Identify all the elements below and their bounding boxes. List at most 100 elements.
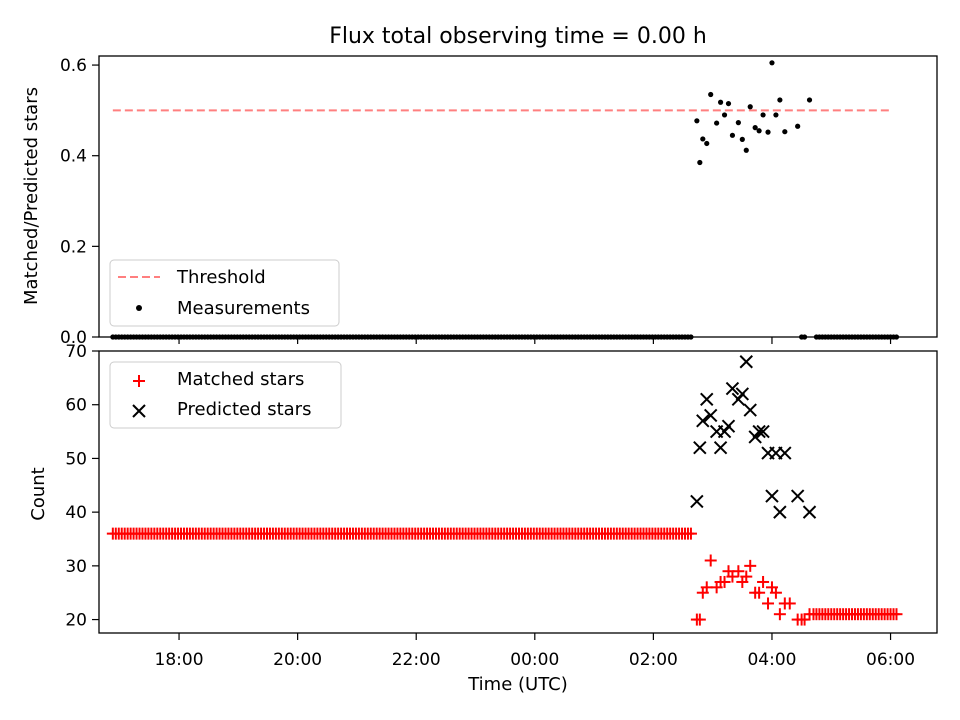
top-y-tick-label: 0.0 bbox=[60, 328, 87, 348]
predicted-star-marker bbox=[773, 505, 787, 519]
x-stroke-b bbox=[739, 355, 753, 369]
measurement-point bbox=[769, 60, 775, 66]
measurement-point bbox=[721, 112, 728, 118]
measurement-point bbox=[795, 123, 801, 129]
measurement-point bbox=[743, 147, 749, 153]
top-x-ticks bbox=[178, 337, 892, 344]
legend-predicted-label: Predicted stars bbox=[177, 399, 311, 420]
top-panel: 0.0 0.2 0.4 0.6 Matched/Predicted stars Thr… bbox=[21, 55, 938, 348]
predicted-star-marker bbox=[743, 403, 757, 417]
predicted-star-marker bbox=[700, 392, 714, 407]
x-tick-label: 06:00 bbox=[866, 650, 915, 670]
x-axis-label: Time (UTC) bbox=[467, 674, 568, 695]
x-stroke-b bbox=[690, 494, 704, 509]
x-tick-label: 20:00 bbox=[273, 650, 322, 670]
matched-star-marker bbox=[744, 559, 757, 572]
measurement-point bbox=[735, 120, 741, 126]
x-stroke-b bbox=[752, 424, 766, 439]
x-stroke-b bbox=[756, 424, 770, 439]
x-tick-label: 02:00 bbox=[629, 650, 678, 670]
legend-measurements-swatch bbox=[136, 305, 142, 311]
measurement-point bbox=[760, 112, 766, 118]
bottom-y-tick-label: 50 bbox=[65, 449, 87, 469]
measurement-point bbox=[729, 132, 736, 138]
matched-star-marker bbox=[762, 597, 775, 610]
measurement-point bbox=[708, 91, 714, 98]
top-y-axis-label: Matched/Predicted stars bbox=[21, 87, 42, 305]
predicted-star-marker bbox=[752, 424, 766, 439]
bottom-axes-frame bbox=[98, 350, 938, 634]
predicted-star-marker bbox=[790, 489, 805, 503]
bottom-x-axis: 18:00 20:00 22:00 00:00 02:00 04:00 06:00 bbox=[155, 633, 915, 670]
x-stroke-b bbox=[700, 392, 714, 407]
top-y-tick-label: 0.4 bbox=[60, 147, 87, 167]
measurement-point bbox=[806, 97, 813, 103]
predicted-star-marker bbox=[696, 414, 710, 428]
bottom-y-tick-label: 20 bbox=[65, 611, 87, 631]
measurement-point bbox=[773, 112, 779, 118]
measurement-point bbox=[782, 129, 788, 135]
x-stroke-b bbox=[790, 489, 805, 503]
x-tick-label: 18:00 bbox=[155, 650, 204, 670]
x-stroke-b bbox=[713, 440, 728, 455]
predicted-star-marker bbox=[721, 419, 736, 433]
x-stroke-b bbox=[743, 403, 757, 417]
matched-star-marker bbox=[757, 575, 770, 588]
measurement-point bbox=[704, 140, 710, 147]
matched-star-marker bbox=[890, 608, 903, 621]
measurement-point bbox=[801, 334, 808, 340]
bottom-y-axis-label: Count bbox=[28, 467, 49, 520]
measurement-point bbox=[688, 334, 694, 340]
predicted-star-marker bbox=[713, 440, 728, 455]
bottom-y-tick-label: 60 bbox=[65, 396, 87, 416]
x-stroke-b bbox=[703, 408, 718, 423]
measurement-point bbox=[717, 99, 724, 105]
measurement-point bbox=[756, 128, 762, 134]
legend-measurements-label: Measurements bbox=[177, 298, 310, 319]
legend-predicted-swatch bbox=[132, 404, 146, 418]
matched-star-marker bbox=[704, 554, 717, 567]
top-y-tick-label: 0.6 bbox=[60, 56, 87, 76]
x-stroke-b bbox=[735, 387, 750, 401]
matched-star-marker bbox=[718, 575, 731, 588]
predicted-star-marker bbox=[690, 494, 704, 509]
predicted-star-marker bbox=[725, 381, 740, 396]
measurement-point bbox=[694, 118, 700, 124]
x-stroke-b bbox=[721, 419, 736, 433]
x-tick-label: 00:00 bbox=[510, 650, 559, 670]
bottom-y-axis: 20 30 40 50 60 70 bbox=[65, 342, 99, 631]
measurement-point bbox=[765, 129, 771, 135]
x-stroke-b bbox=[773, 505, 787, 519]
legend-threshold-label: Threshold bbox=[176, 267, 266, 288]
x-stroke-b bbox=[693, 440, 707, 455]
x-stroke-b bbox=[725, 381, 740, 396]
matched-star-marker bbox=[783, 597, 796, 610]
predicted-star-marker bbox=[756, 424, 770, 439]
matched-star-marker bbox=[693, 613, 706, 626]
measurement-point bbox=[777, 97, 783, 103]
x-stroke-b bbox=[696, 414, 710, 428]
x-tick-label: 04:00 bbox=[747, 650, 796, 670]
matched-star-marker bbox=[684, 527, 697, 540]
top-legend: Threshold Measurements bbox=[109, 259, 340, 327]
matched-star-marker bbox=[732, 565, 745, 578]
top-legend-box bbox=[109, 259, 340, 327]
predicted-star-marker bbox=[693, 440, 707, 455]
legend-matched-label: Matched stars bbox=[177, 369, 304, 390]
matched-star-marker bbox=[740, 570, 753, 583]
matched-star-marker bbox=[726, 570, 739, 583]
x-stroke-b bbox=[802, 505, 817, 519]
measurement-point bbox=[700, 136, 706, 142]
bottom-legend: Matched stars Predicted stars bbox=[109, 361, 342, 429]
predicted-star-marker bbox=[739, 355, 753, 369]
figure-title: Flux total observing time = 0.00 h bbox=[329, 24, 707, 49]
measurement-point bbox=[739, 136, 745, 142]
measurement-point bbox=[893, 334, 900, 340]
bottom-panel: 20 30 40 50 60 70 18:00 20:00 22:00 00:00 02:00 04… bbox=[28, 342, 938, 695]
x-tick-label: 22:00 bbox=[392, 650, 441, 670]
bottom-y-tick-label: 30 bbox=[65, 557, 87, 577]
x-stroke-b bbox=[778, 446, 792, 460]
predicted-star-marker bbox=[778, 446, 792, 460]
bottom-y-tick-label: 40 bbox=[65, 503, 87, 523]
